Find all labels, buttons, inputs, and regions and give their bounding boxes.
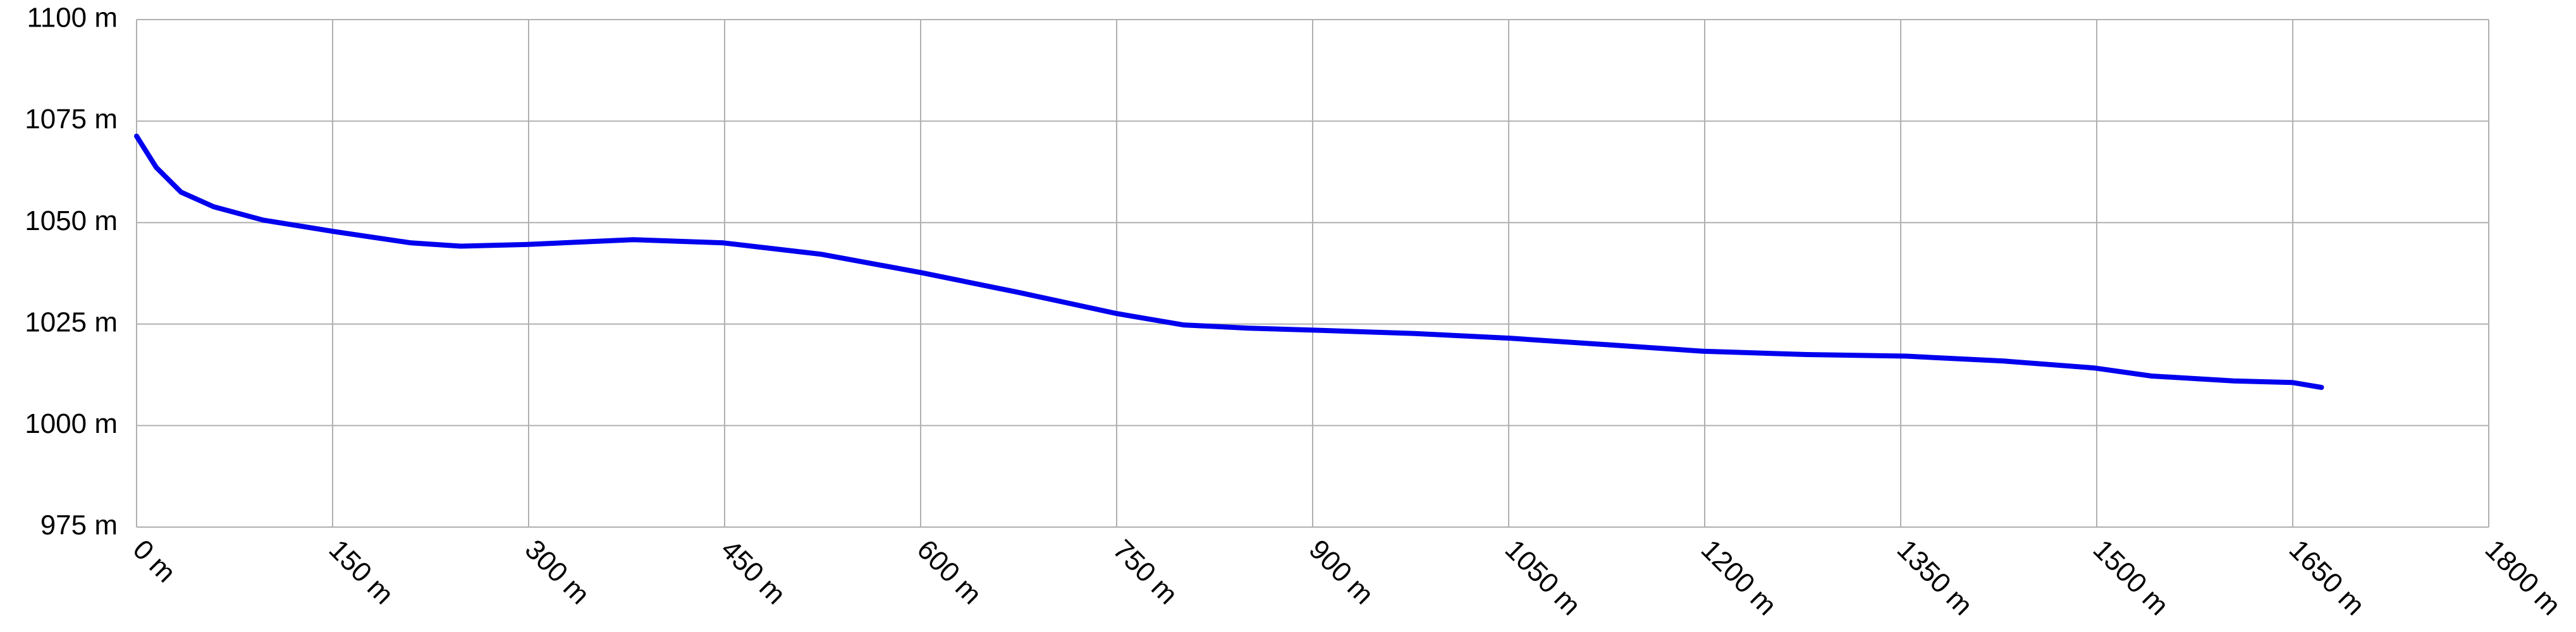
y-tick-label: 1000 m: [25, 408, 118, 439]
x-tick-label: 1050 m: [1499, 534, 1586, 621]
x-tick-label: 0 m: [127, 534, 182, 589]
elevation-line: [134, 133, 2324, 390]
y-tick-label: 1100 m: [27, 3, 118, 33]
x-tick-label: 1800 m: [2479, 534, 2567, 621]
y-tick-label: 1050 m: [25, 205, 118, 236]
x-tick-label: 300 m: [519, 534, 596, 611]
x-tick-label: 900 m: [1303, 534, 1380, 611]
x-tick-label: 750 m: [1107, 534, 1184, 611]
y-tick-label: 1025 m: [25, 307, 118, 337]
x-tick-label: 1350 m: [1891, 534, 1978, 621]
x-tick-label: 450 m: [715, 534, 792, 611]
x-tick-label: 1500 m: [2087, 534, 2174, 621]
y-tick-label: 1075 m: [25, 104, 118, 135]
y-tick-label: 975 m: [40, 510, 118, 541]
x-tick-label: 600 m: [911, 534, 988, 611]
x-tick-label: 150 m: [323, 534, 400, 611]
x-tick-label: 1650 m: [2283, 534, 2371, 621]
x-tick-label: 1200 m: [1695, 534, 1782, 621]
